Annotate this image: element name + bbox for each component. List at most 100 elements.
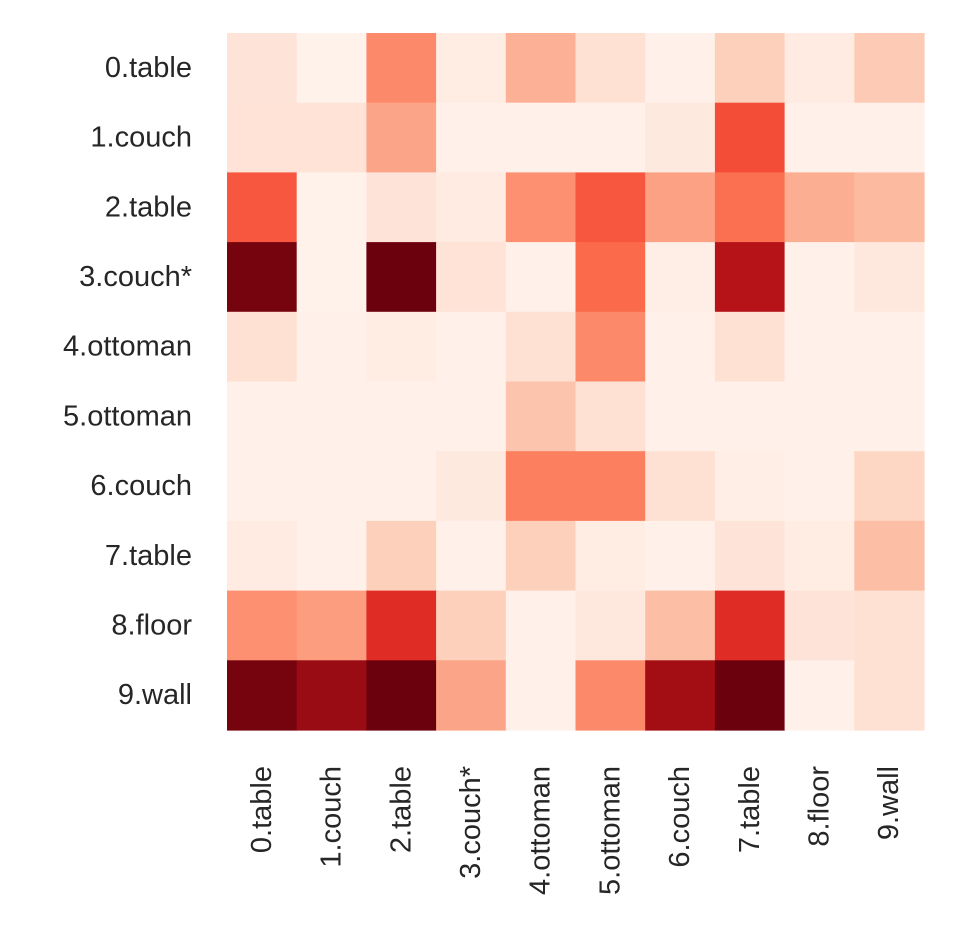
heatmap-cell-r5-c1 (296, 381, 367, 452)
heatmap-cell-r5-c3 (436, 381, 507, 452)
heatmap-cell-r7-c4 (505, 520, 577, 592)
row-label-7: 7.table (105, 540, 192, 572)
row-label-2: 2.table (105, 191, 192, 223)
heatmap-cell-r0-c3 (436, 33, 507, 104)
heatmap-cell-r5-c2 (366, 381, 437, 452)
heatmap-cell-r2-c9 (854, 172, 925, 243)
column-label-5: 5.ottoman (594, 766, 626, 895)
column-label-9: 9.wall (873, 766, 905, 840)
heatmap-cell-r6-c9 (854, 451, 925, 522)
heatmap-cell-r3-c6 (645, 242, 716, 313)
heatmap-cell-r3-c0 (227, 242, 298, 313)
column-label-3: 3.couch* (455, 766, 487, 879)
heatmap-cell-r8-c0 (227, 590, 298, 661)
heatmap-cell-r6-c2 (366, 451, 437, 522)
heatmap-cell-r7-c7 (714, 520, 786, 592)
column-label-0: 0.table (246, 766, 278, 853)
heatmap-cell-r0-c8 (784, 33, 855, 104)
heatmap-cells (227, 33, 925, 731)
heatmap-cell-r9-c3 (436, 660, 507, 731)
heatmap-cell-r4-c2 (366, 311, 437, 383)
heatmap-cell-r7-c6 (645, 520, 716, 592)
heatmap-cell-r0-c2 (366, 33, 437, 104)
heatmap-cell-r1-c8 (784, 102, 855, 173)
heatmap-cell-r5-c4 (505, 381, 577, 452)
heatmap-cell-r8-c2 (366, 590, 437, 661)
column-label-1: 1.couch (316, 766, 348, 868)
heatmap-cell-r8-c1 (296, 590, 367, 661)
heatmap-cell-r4-c5 (575, 311, 646, 383)
heatmap-cell-r1-c5 (575, 102, 646, 173)
heatmap-cell-r7-c5 (575, 520, 646, 592)
heatmap-cell-r7-c3 (436, 520, 507, 592)
heatmap-cell-r8-c5 (575, 590, 646, 661)
column-label-7: 7.table (734, 766, 766, 853)
column-label-2: 2.table (385, 766, 417, 853)
column-label-6: 6.couch (664, 766, 696, 868)
heatmap-cell-r6-c8 (784, 451, 855, 522)
row-label-3: 3.couch* (79, 261, 192, 293)
heatmap-cell-r2-c5 (575, 172, 646, 243)
heatmap-cell-r4-c1 (296, 311, 367, 383)
heatmap-cell-r9-c9 (854, 660, 925, 731)
heatmap-cell-r4-c4 (505, 311, 577, 383)
heatmap-cell-r3-c3 (436, 242, 507, 313)
heatmap-cell-r9-c5 (575, 660, 646, 731)
heatmap-cell-r0-c0 (227, 33, 298, 104)
heatmap-cell-r2-c7 (714, 172, 786, 243)
heatmap-cell-r4-c8 (784, 311, 855, 383)
row-label-6: 6.couch (90, 470, 192, 502)
heatmap-cell-r1-c3 (436, 102, 507, 173)
heatmap-cell-r0-c7 (714, 33, 786, 104)
heatmap-cell-r9-c6 (645, 660, 716, 731)
heatmap-cell-r0-c9 (854, 33, 925, 104)
heatmap-cell-r9-c8 (784, 660, 855, 731)
heatmap-cell-r7-c9 (854, 520, 925, 592)
heatmap-cell-r9-c2 (366, 660, 437, 731)
heatmap-cell-r4-c7 (714, 311, 786, 383)
heatmap-cell-r2-c6 (645, 172, 716, 243)
heatmap-cell-r3-c1 (296, 242, 367, 313)
heatmap-cell-r9-c1 (296, 660, 367, 731)
row-label-9: 9.wall (118, 679, 192, 711)
heatmap-cell-r1-c7 (714, 102, 786, 173)
heatmap-cell-r3-c5 (575, 242, 646, 313)
heatmap-cell-r9-c7 (714, 660, 786, 731)
heatmap-cell-r0-c6 (645, 33, 716, 104)
heatmap-cell-r2-c2 (366, 172, 437, 243)
heatmap-cell-r3-c8 (784, 242, 855, 313)
heatmap-cell-r2-c0 (227, 172, 298, 243)
heatmap-cell-r6-c3 (436, 451, 507, 522)
heatmap-cell-r5-c6 (645, 381, 716, 452)
heatmap-cell-r6-c5 (575, 451, 646, 522)
heatmap-cell-r3-c9 (854, 242, 925, 313)
row-label-4: 4.ottoman (63, 331, 192, 363)
heatmap-cell-r5-c8 (784, 381, 855, 452)
heatmap-cell-r1-c2 (366, 102, 437, 173)
heatmap-cell-r6-c0 (227, 451, 298, 522)
heatmap-cell-r1-c6 (645, 102, 716, 173)
heatmap-cell-r2-c3 (436, 172, 507, 243)
heatmap-cell-r7-c2 (366, 520, 437, 592)
heatmap-cell-r1-c9 (854, 102, 925, 173)
column-label-8: 8.floor (803, 766, 835, 847)
row-label-5: 5.ottoman (63, 400, 192, 432)
heatmap-cell-r6-c6 (645, 451, 716, 522)
heatmap-cell-r8-c3 (436, 590, 507, 661)
heatmap-cell-r4-c0 (227, 311, 298, 383)
heatmap-cell-r2-c8 (784, 172, 855, 243)
heatmap-cell-r6-c4 (505, 451, 577, 522)
heatmap-cell-r0-c5 (575, 33, 646, 104)
heatmap-cell-r7-c1 (296, 520, 367, 592)
heatmap-cell-r1-c0 (227, 102, 298, 173)
row-label-1: 1.couch (90, 122, 192, 154)
heatmap-cell-r3-c2 (366, 242, 437, 313)
heatmap-cell-r0-c4 (505, 33, 577, 104)
heatmap-cell-r8-c8 (784, 590, 855, 661)
row-label-8: 8.floor (111, 609, 192, 641)
heatmap-cell-r8-c9 (854, 590, 925, 661)
heatmap-cell-r8-c4 (505, 590, 577, 661)
heatmap-cell-r1-c1 (296, 102, 367, 173)
column-labels: 0.table 1.couch 2.table 3.couch* 4.ottoman 5.… (246, 766, 905, 895)
